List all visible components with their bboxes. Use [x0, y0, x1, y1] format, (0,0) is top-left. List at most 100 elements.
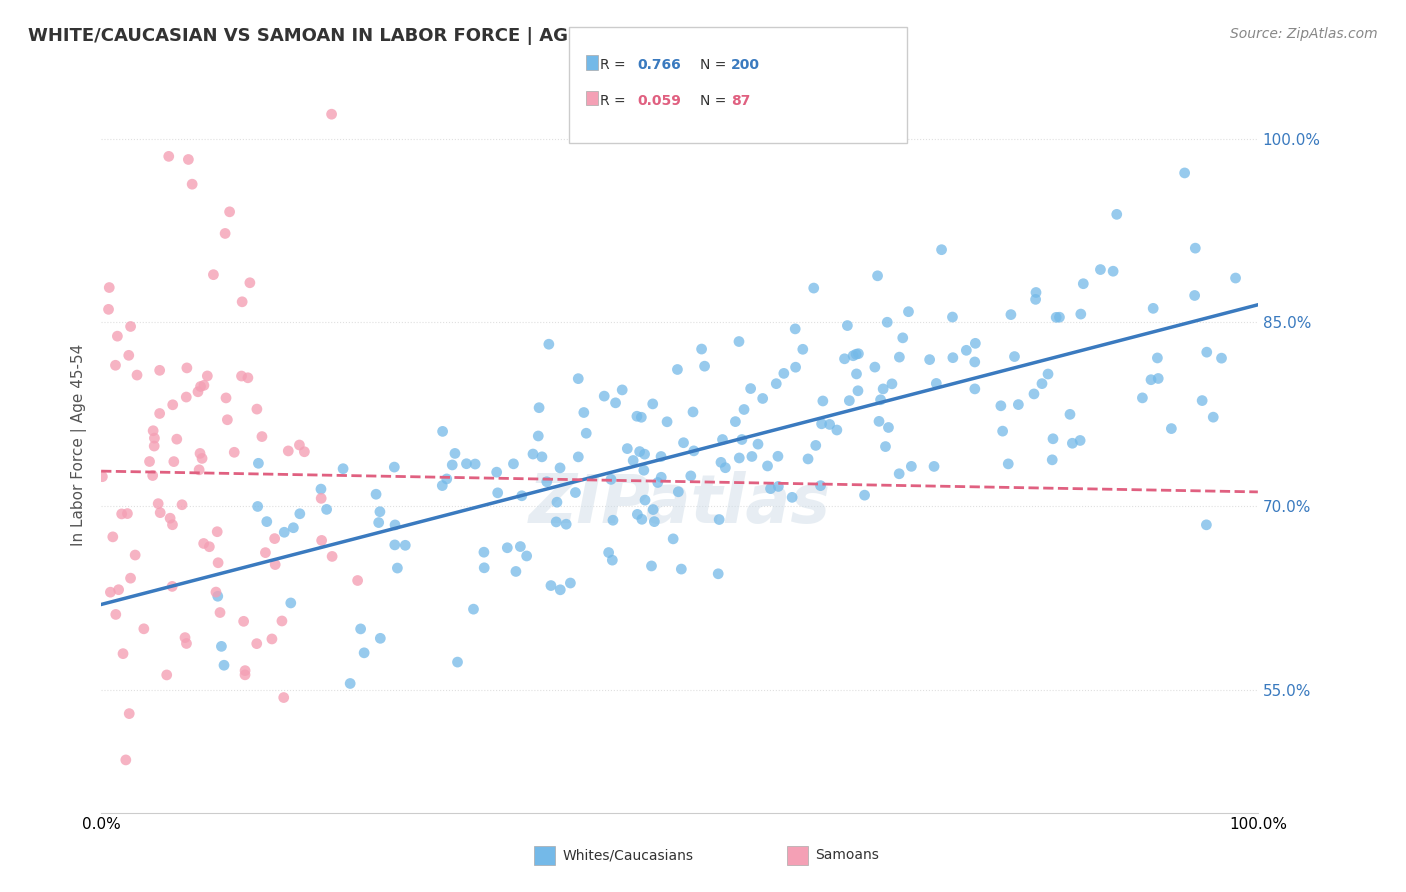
Point: [682, 443, 704, 458]
Point: [239, 276, 262, 290]
Text: 87: 87: [731, 94, 751, 108]
Point: [277, 444, 299, 458]
Point: [188, 463, 211, 477]
Point: [631, 512, 654, 526]
Point: [138, 454, 160, 468]
Point: [731, 433, 754, 447]
Point: [309, 482, 332, 496]
Point: [260, 632, 283, 646]
Point: [546, 495, 568, 509]
Point: [922, 459, 945, 474]
Point: [643, 515, 665, 529]
Point: [202, 268, 225, 282]
Point: [1195, 517, 1218, 532]
Point: [1007, 398, 1029, 412]
Point: [965, 336, 987, 351]
Point: [91, 469, 114, 483]
Point: [159, 511, 181, 525]
Text: 0.059: 0.059: [637, 94, 681, 108]
Point: [321, 549, 343, 564]
Point: [190, 379, 212, 393]
Point: [772, 367, 794, 381]
Point: [163, 454, 186, 468]
Point: [602, 513, 624, 527]
Point: [181, 177, 204, 191]
Point: [766, 450, 789, 464]
Point: [621, 453, 644, 467]
Y-axis label: In Labor Force | Age 45-54: In Labor Force | Age 45-54: [72, 343, 87, 546]
Point: [991, 424, 1014, 438]
Point: [626, 409, 648, 424]
Point: [877, 420, 900, 434]
Point: [724, 415, 747, 429]
Point: [384, 538, 406, 552]
Point: [1105, 207, 1128, 221]
Point: [811, 394, 834, 409]
Point: [1031, 376, 1053, 391]
Point: [728, 334, 751, 349]
Point: [1211, 351, 1233, 366]
Point: [332, 461, 354, 475]
Point: [166, 432, 188, 446]
Point: [231, 294, 253, 309]
Point: [193, 378, 215, 392]
Point: [142, 468, 165, 483]
Point: [207, 589, 229, 603]
Point: [575, 426, 598, 441]
Point: [630, 410, 652, 425]
Point: [105, 329, 128, 343]
Point: [117, 507, 139, 521]
Point: [564, 485, 586, 500]
Point: [647, 475, 669, 490]
Point: [711, 433, 734, 447]
Point: [889, 350, 911, 364]
Text: Source: ZipAtlas.com: Source: ZipAtlas.com: [1230, 27, 1378, 41]
Point: [918, 352, 941, 367]
Point: [104, 607, 127, 622]
Point: [527, 429, 550, 443]
Point: [897, 304, 920, 318]
Point: [1036, 367, 1059, 381]
Point: [955, 343, 977, 358]
Point: [101, 530, 124, 544]
Point: [747, 437, 769, 451]
Point: [880, 376, 903, 391]
Point: [876, 315, 898, 329]
Point: [142, 424, 165, 438]
Point: [160, 579, 183, 593]
Point: [780, 491, 803, 505]
Text: N =: N =: [700, 58, 727, 72]
Point: [546, 515, 568, 529]
Point: [472, 545, 495, 559]
Point: [149, 506, 172, 520]
Point: [246, 637, 269, 651]
Point: [797, 452, 820, 467]
Point: [149, 363, 172, 377]
Point: [502, 457, 524, 471]
Point: [740, 382, 762, 396]
Point: [263, 532, 285, 546]
Point: [1202, 410, 1225, 425]
Point: [215, 391, 238, 405]
Point: [98, 280, 121, 294]
Point: [321, 107, 343, 121]
Point: [1070, 307, 1092, 321]
Point: [600, 472, 623, 486]
Point: [650, 470, 672, 484]
Point: [792, 343, 814, 357]
Point: [97, 302, 120, 317]
Point: [679, 469, 702, 483]
Point: [825, 423, 848, 437]
Point: [246, 500, 269, 514]
Point: [1225, 271, 1247, 285]
Point: [925, 376, 948, 391]
Point: [1045, 310, 1067, 325]
Text: N =: N =: [700, 94, 727, 108]
Point: [1191, 393, 1213, 408]
Point: [254, 546, 277, 560]
Point: [765, 376, 787, 391]
Point: [1025, 293, 1047, 307]
Point: [567, 450, 589, 464]
Point: [666, 362, 689, 376]
Point: [853, 488, 876, 502]
